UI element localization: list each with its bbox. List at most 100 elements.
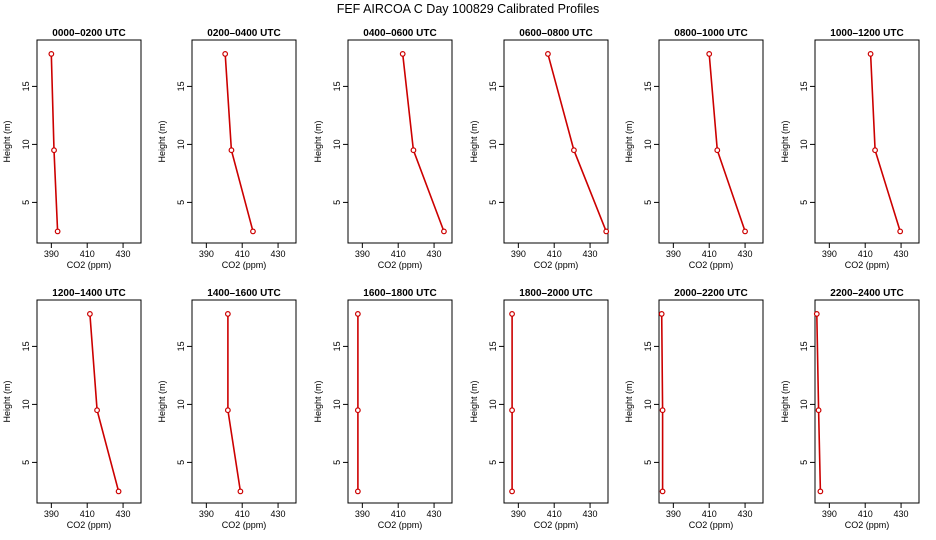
- x-tick-label: 410: [80, 249, 95, 259]
- profile-point: [509, 407, 515, 414]
- panel-title: 2200–2400 UTC: [830, 288, 903, 299]
- panel-title: 1800–2000 UTC: [519, 288, 592, 299]
- profile-point: [815, 407, 822, 414]
- y-tick-label: 5: [176, 460, 186, 465]
- profile-point: [867, 51, 874, 57]
- profile-point: [51, 147, 57, 154]
- y-tick-label: 10: [21, 399, 31, 409]
- y-tick-label: 5: [643, 200, 653, 205]
- x-tick-label: 430: [894, 249, 909, 259]
- profile-point: [410, 147, 417, 154]
- y-tick-label: 15: [643, 81, 653, 91]
- profile-line: [816, 313, 822, 492]
- profile-line: [89, 313, 120, 492]
- y-tick-label: 10: [332, 139, 342, 149]
- panel-title: 1200–1400 UTC: [52, 288, 125, 299]
- x-tick-label: 430: [116, 249, 131, 259]
- y-tick-label: 5: [332, 460, 342, 465]
- plot-frame: [814, 39, 920, 244]
- x-tick-label: 390: [511, 249, 526, 259]
- profile-point: [94, 407, 100, 414]
- y-tick-label: 10: [643, 139, 653, 149]
- y-tick-label: 15: [488, 81, 498, 91]
- x-tick-label: 430: [427, 249, 442, 259]
- y-tick-label: 10: [21, 139, 31, 149]
- x-axis-label: CO2 (ppm): [845, 520, 890, 530]
- plot-frame: [503, 299, 609, 504]
- panel-title: 0400–0600 UTC: [363, 28, 436, 39]
- profile-point: [742, 228, 748, 235]
- profile-line: [708, 53, 746, 232]
- profile-panel: 0200–0400 UTC 390 410 430 5 10 15 CO2 (ppm) Heig…: [157, 28, 297, 270]
- profile-point: [817, 488, 824, 495]
- x-tick-label: 390: [822, 249, 837, 259]
- x-tick-label: 430: [894, 509, 909, 519]
- profile-point: [354, 407, 361, 414]
- x-tick-label: 390: [511, 509, 526, 519]
- x-tick-label: 390: [666, 509, 681, 519]
- x-tick-label: 410: [80, 509, 95, 519]
- x-axis-label: CO2 (ppm): [534, 260, 579, 270]
- profile-panel: 1800–2000 UTC 390 410 430 5 10 15 CO2 (ppm) Heig…: [469, 288, 609, 530]
- x-tick-label: 410: [391, 509, 406, 519]
- y-tick-label: 10: [643, 399, 653, 409]
- profile-panel: 1200–1400 UTC 390 410 430 5 10 15 CO2 (ppm) Heig…: [2, 288, 142, 530]
- profile-panel: 1600–1800 UTC 390 410 430 5 10 15 CO2 (ppm) Heig…: [313, 288, 453, 530]
- y-tick-label: 15: [21, 341, 31, 351]
- panel-title: 1000–1200 UTC: [830, 28, 903, 39]
- panel-title: 1400–1600 UTC: [207, 288, 280, 299]
- y-tick-label: 5: [488, 460, 498, 465]
- y-tick-label: 15: [332, 81, 342, 91]
- profile-point: [224, 407, 231, 414]
- x-tick-label: 430: [271, 249, 286, 259]
- plot-frame: [347, 299, 453, 504]
- profile-panel: 1000–1200 UTC 390 410 430 5 10 15 CO2 (ppm) Heig…: [780, 28, 920, 270]
- plot-frame: [658, 39, 764, 244]
- x-tick-label: 390: [355, 509, 370, 519]
- x-axis-label: CO2 (ppm): [67, 520, 112, 530]
- plot-frame: [347, 39, 453, 244]
- x-tick-label: 390: [822, 509, 837, 519]
- y-tick-label: 15: [21, 81, 31, 91]
- profile-panel: 0800–1000 UTC 390 410 430 5 10 15 CO2 (ppm) Heig…: [624, 28, 764, 270]
- y-tick-label: 10: [488, 139, 498, 149]
- x-tick-label: 390: [199, 249, 214, 259]
- profile-panel: 0600–0800 UTC 390 410 430 5 10 15 CO2 (ppm) Heig…: [469, 28, 610, 270]
- profile-point: [659, 488, 666, 495]
- y-axis-label: Height (m): [780, 120, 790, 162]
- y-tick-label: 5: [488, 200, 498, 205]
- y-tick-label: 10: [799, 399, 809, 409]
- profile-point: [545, 51, 551, 57]
- x-axis-label: CO2 (ppm): [845, 260, 890, 270]
- profile-point: [224, 311, 231, 317]
- x-tick-label: 410: [547, 249, 562, 259]
- plot-frame: [814, 299, 920, 504]
- y-axis-label: Height (m): [2, 120, 12, 162]
- y-tick-label: 15: [332, 341, 342, 351]
- plot-frame: [36, 39, 142, 244]
- y-tick-label: 15: [799, 81, 809, 91]
- y-tick-label: 10: [176, 399, 186, 409]
- profile-line: [547, 53, 607, 232]
- profile-point: [658, 311, 665, 317]
- profile-line: [660, 313, 664, 492]
- x-tick-label: 390: [44, 249, 59, 259]
- y-tick-label: 5: [799, 200, 809, 205]
- x-tick-label: 430: [271, 509, 286, 519]
- x-tick-label: 390: [44, 509, 59, 519]
- y-axis-label: Height (m): [2, 380, 12, 422]
- profile-point: [571, 147, 577, 154]
- figure-title: FEF AIRCOA C Day 100829 Calibrated Profi…: [337, 2, 600, 16]
- profile-point: [872, 147, 878, 154]
- x-axis-label: CO2 (ppm): [67, 260, 112, 270]
- x-tick-label: 390: [355, 249, 370, 259]
- x-tick-label: 410: [235, 249, 250, 259]
- x-tick-label: 410: [702, 509, 717, 519]
- x-axis-label: CO2 (ppm): [378, 260, 423, 270]
- profile-point: [48, 51, 55, 57]
- profile-point: [509, 488, 515, 495]
- x-axis-label: CO2 (ppm): [534, 520, 579, 530]
- y-axis-label: Height (m): [313, 380, 323, 422]
- profile-line: [50, 53, 59, 232]
